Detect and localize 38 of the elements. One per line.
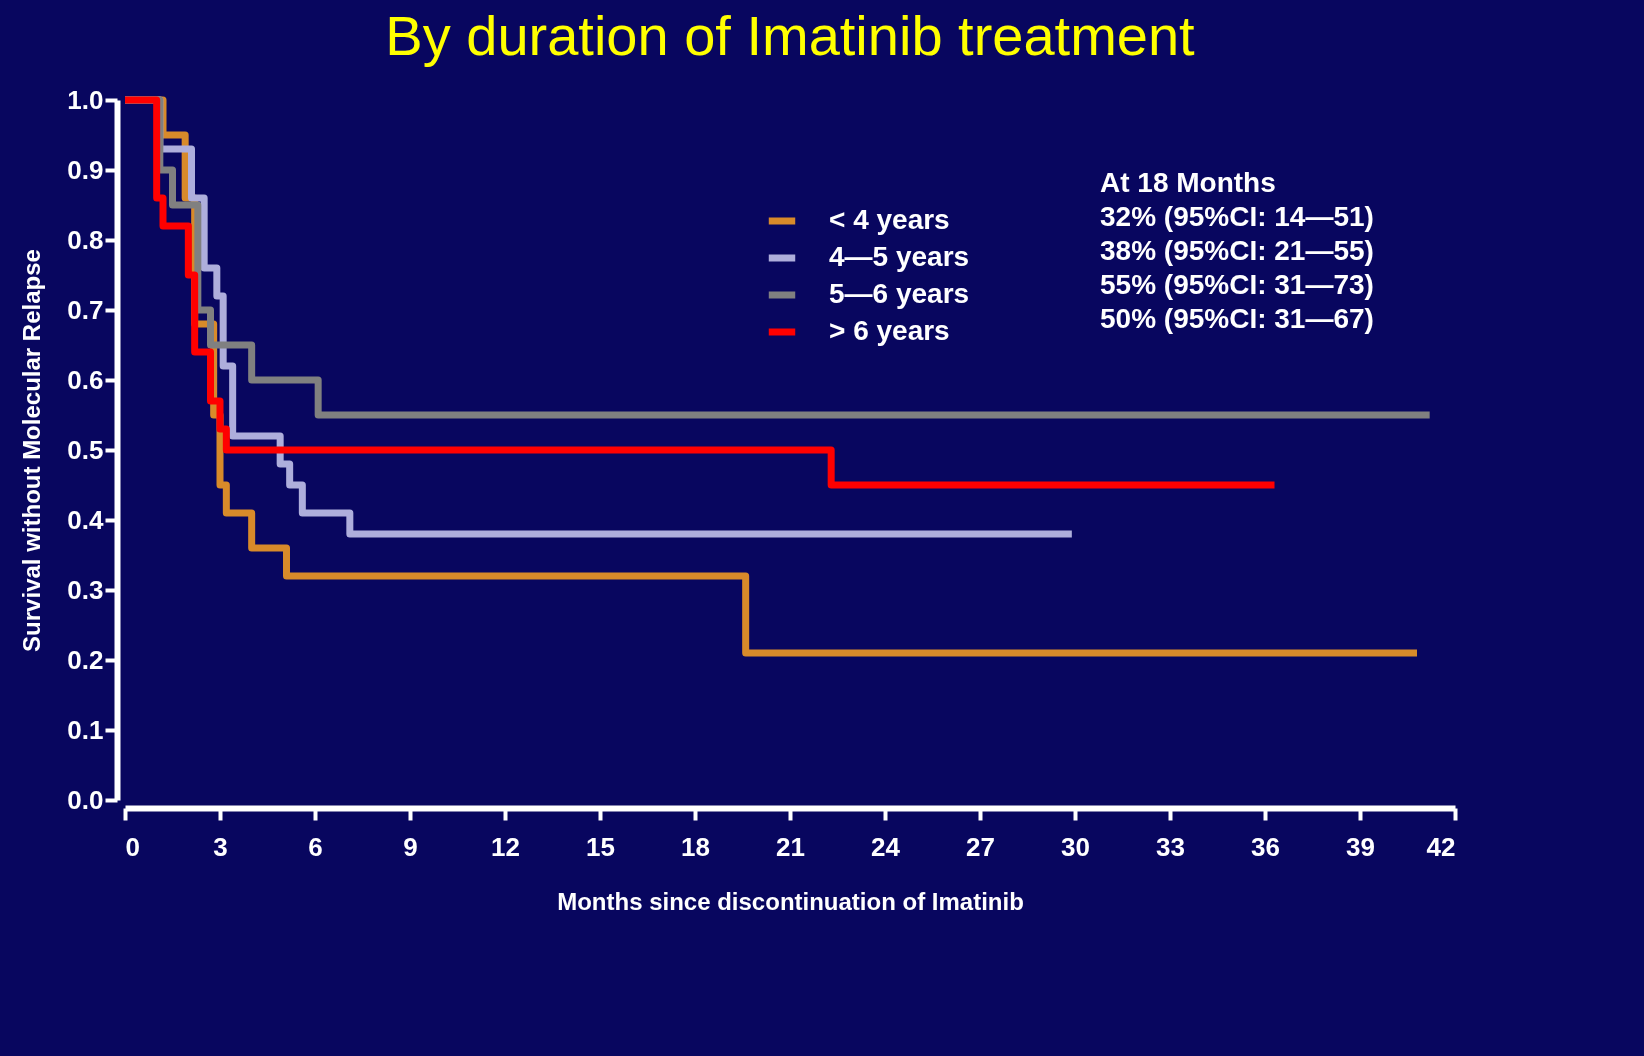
- y-tick-label: 0.0: [67, 784, 104, 815]
- x-axis-title: Months since discontinuation of Imatinib: [557, 887, 1024, 915]
- x-tick-label: 6: [308, 831, 323, 862]
- chart-title: By duration of Imatinib treatment: [385, 4, 1196, 67]
- x-tick-label: 9: [403, 831, 418, 862]
- annotation: 55% (95%CI: 31—73): [1100, 269, 1374, 300]
- x-tick-label: 15: [586, 831, 615, 862]
- legend-label: 4—5 years: [829, 241, 970, 272]
- x-tick-label: 33: [1156, 831, 1185, 862]
- annotation: At 18 Months: [1100, 167, 1276, 198]
- legend-label: > 6 years: [829, 315, 950, 346]
- x-tick-label: 0: [125, 831, 140, 862]
- y-tick-label: 0.8: [67, 224, 104, 255]
- annotation: 32% (95%CI: 14—51): [1100, 201, 1374, 232]
- y-tick-label: 0.7: [67, 294, 104, 325]
- x-tick-label: 30: [1061, 831, 1090, 862]
- x-tick-label: 21: [776, 831, 805, 862]
- y-tick-label: 0.4: [67, 504, 105, 535]
- y-tick-label: 0.2: [67, 644, 104, 675]
- y-tick-label: 0.9: [67, 154, 104, 185]
- x-tick-label: 18: [681, 831, 710, 862]
- y-tick-label: 0.1: [67, 714, 104, 745]
- y-axis-title: Survival without Molecular Relapse: [18, 249, 46, 652]
- x-tick-label: 27: [966, 831, 995, 862]
- legend-label: 5—6 years: [829, 278, 970, 309]
- legend-label: < 4 years: [829, 204, 950, 235]
- y-tick-label: 1.0: [67, 84, 104, 115]
- x-tick-label: 39: [1346, 831, 1375, 862]
- x-tick-label: 12: [491, 831, 520, 862]
- annotation: 38% (95%CI: 21—55): [1100, 235, 1374, 266]
- y-tick-label: 0.6: [67, 364, 104, 395]
- x-tick-label: 24: [871, 831, 901, 862]
- y-tick-label: 0.5: [67, 434, 104, 465]
- x-tick-label: 36: [1251, 831, 1280, 862]
- x-tick-label: 3: [213, 831, 228, 862]
- x-tick-label: 42: [1426, 831, 1456, 862]
- annotation: 50% (95%CI: 31—67): [1100, 303, 1374, 334]
- y-tick-label: 0.3: [67, 574, 104, 605]
